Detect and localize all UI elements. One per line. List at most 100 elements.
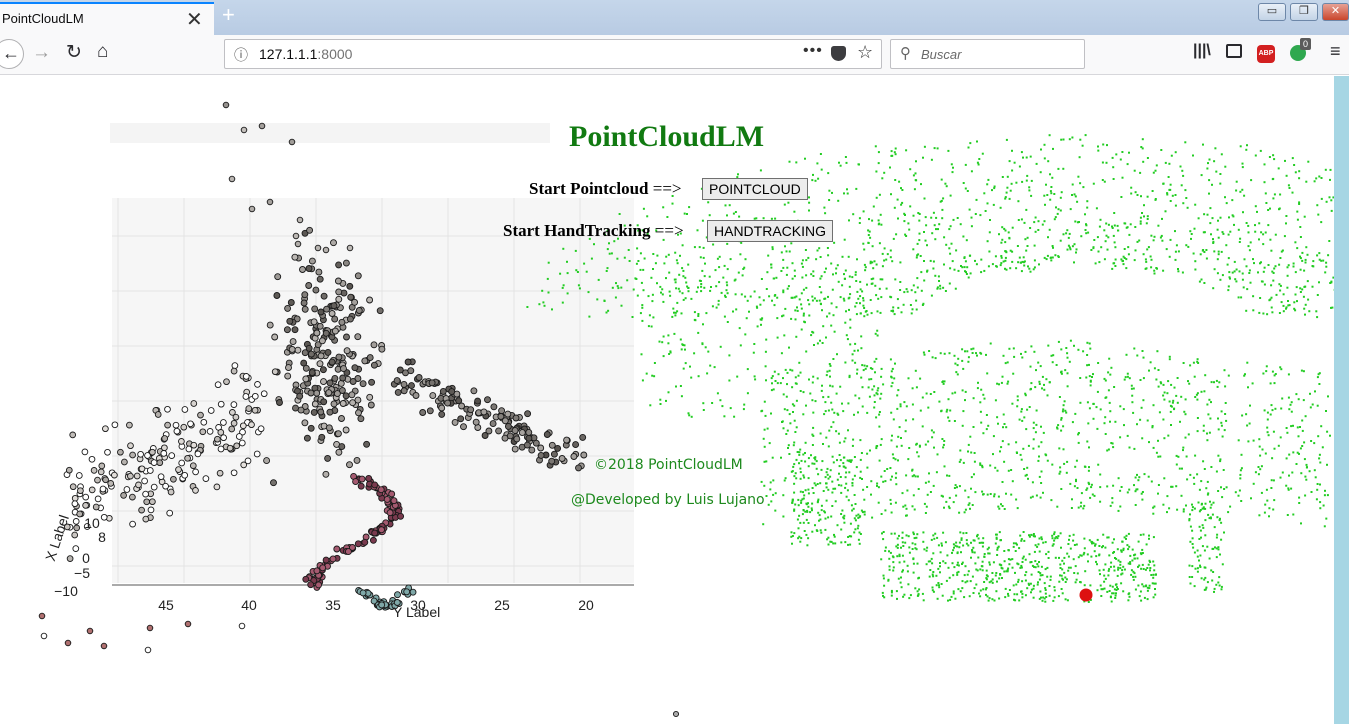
- cloud-point: [957, 570, 960, 573]
- cloud-point: [1306, 280, 1309, 283]
- cloud-point: [890, 154, 893, 157]
- adblock-icon[interactable]: ABP: [1257, 45, 1275, 63]
- browser-tab[interactable]: PointCloudLM ✕: [0, 2, 214, 35]
- cloud-point: [1024, 238, 1027, 241]
- cloud-point: [795, 335, 798, 338]
- reload-icon[interactable]: ↻: [66, 42, 82, 63]
- pocket-icon[interactable]: [831, 46, 846, 61]
- cloud-point: [870, 282, 873, 285]
- cloud-point: [998, 507, 1001, 510]
- cloud-point: [873, 260, 876, 263]
- cloud-point: [1071, 498, 1073, 501]
- cloud-point: [703, 286, 706, 289]
- back-arrow-icon[interactable]: ←: [0, 39, 24, 69]
- cloud-point: [808, 378, 810, 381]
- cloud-point: [829, 475, 832, 478]
- cloud-point: [969, 142, 972, 145]
- cloud-point: [1129, 562, 1132, 565]
- url-text[interactable]: 127.1.1.1:8000: [259, 46, 353, 62]
- home-icon[interactable]: ⌂: [97, 41, 109, 62]
- cloud-point: [954, 484, 957, 487]
- cloud-point: [759, 169, 762, 172]
- cloud-point: [1322, 504, 1325, 507]
- pointcloud-button[interactable]: POINTCLOUD: [702, 178, 808, 200]
- cloud-point: [897, 389, 900, 392]
- cloud-point: [985, 578, 988, 581]
- cloud-point: [953, 268, 956, 271]
- cloud-point: [961, 266, 964, 269]
- cloud-point: [843, 299, 846, 302]
- cloud-point: [875, 447, 878, 450]
- maximize-button[interactable]: ❐: [1290, 3, 1318, 21]
- cloud-point: [1325, 261, 1328, 264]
- cloud-point: [980, 388, 983, 391]
- cloud-point: [1033, 266, 1036, 269]
- page-scrollbar[interactable]: [1334, 76, 1349, 724]
- menu-icon[interactable]: ≡: [1330, 41, 1341, 61]
- cloud-point: [1003, 460, 1006, 463]
- cloud-point: [662, 335, 665, 338]
- new-tab-button[interactable]: +: [222, 2, 235, 27]
- cloud-point: [1178, 467, 1181, 470]
- cloud-point: [794, 472, 797, 475]
- tab-close-icon[interactable]: ✕: [186, 9, 203, 31]
- bookmark-star-icon[interactable]: ☆: [857, 42, 874, 62]
- cloud-point: [1040, 425, 1042, 428]
- cloud-point: [819, 153, 822, 155]
- cloud-point: [1217, 548, 1220, 551]
- close-window-button[interactable]: ✕: [1322, 3, 1349, 21]
- cloud-point: [1166, 192, 1169, 195]
- cloud-point: [940, 199, 943, 202]
- cloud-point: [1017, 578, 1020, 581]
- cloud-point: [790, 531, 793, 534]
- cloud-point: [936, 597, 939, 600]
- search-box[interactable]: ⚲: [890, 39, 1085, 69]
- cloud-point: [1004, 250, 1007, 253]
- cloud-point: [1066, 552, 1069, 555]
- cloud-point: [1193, 375, 1196, 378]
- forward-arrow-icon[interactable]: →: [32, 42, 51, 63]
- cloud-point: [1086, 440, 1089, 443]
- cloud-point: [1157, 492, 1159, 495]
- cloud-point: [848, 460, 851, 463]
- scatter-point: [393, 599, 401, 606]
- cloud-point: [1098, 261, 1101, 264]
- library-icon[interactable]: |||\: [1193, 42, 1211, 59]
- site-info-icon[interactable]: ⓘ: [234, 47, 248, 63]
- cloud-point: [1157, 484, 1160, 486]
- cloud-point: [789, 368, 792, 371]
- url-bar[interactable]: ⓘ 127.1.1.1:8000 ••• ☆: [224, 39, 882, 69]
- cloud-point: [948, 507, 951, 510]
- minimize-button[interactable]: ▭: [1258, 3, 1286, 21]
- page-actions-icon[interactable]: •••: [803, 42, 823, 59]
- cloud-point: [902, 505, 905, 508]
- cloud-point: [859, 280, 862, 283]
- cloud-point: [869, 367, 872, 370]
- cloud-point: [980, 271, 983, 274]
- scatter-point: [150, 459, 158, 466]
- handtracking-button[interactable]: HANDTRACKING: [707, 220, 834, 242]
- cloud-point: [948, 352, 951, 355]
- cloud-point: [1309, 392, 1311, 395]
- cloud-point: [1099, 218, 1102, 221]
- cloud-point: [767, 254, 770, 257]
- cloud-point: [890, 589, 893, 592]
- sidebar-icon[interactable]: [1226, 44, 1242, 58]
- cloud-point: [929, 259, 932, 262]
- start-pointcloud-label: Start Pointcloud: [529, 179, 649, 198]
- cloud-point: [1142, 253, 1145, 256]
- cloud-point: [790, 317, 793, 320]
- cloud-point: [1053, 596, 1056, 599]
- cloud-point: [895, 445, 898, 448]
- cloud-point: [1287, 396, 1290, 399]
- cloud-point: [1286, 266, 1289, 269]
- cloud-point: [1285, 427, 1288, 429]
- scatter-point: [448, 388, 456, 396]
- cloud-point: [976, 569, 979, 572]
- cloud-point: [1146, 419, 1149, 422]
- cloud-point: [964, 581, 967, 584]
- cloud-point: [1258, 222, 1261, 225]
- cloud-point: [1129, 223, 1132, 226]
- cloud-point: [1011, 260, 1014, 263]
- search-input[interactable]: [921, 45, 1076, 63]
